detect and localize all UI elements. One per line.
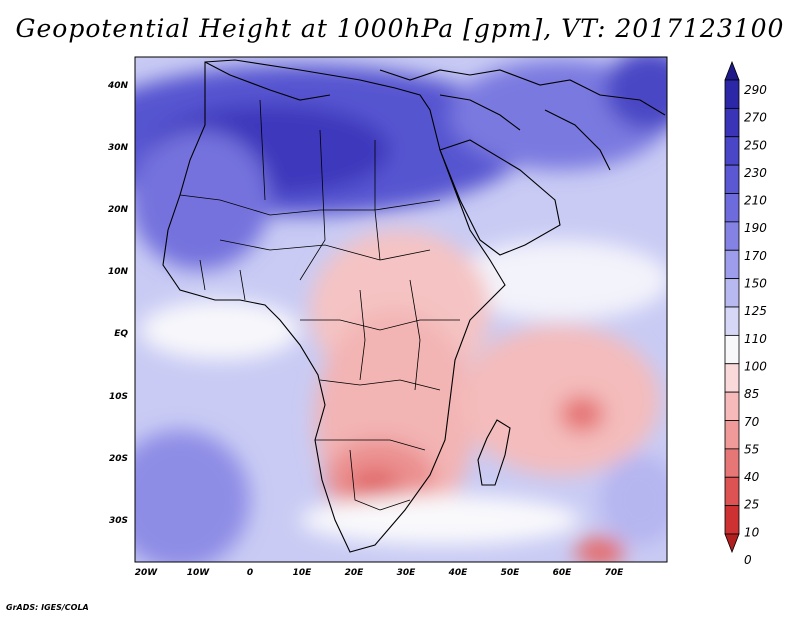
lat-label: 20N bbox=[108, 205, 129, 215]
lon-label: 0 bbox=[247, 568, 253, 578]
colorbar-swatch bbox=[724, 249, 740, 280]
colorbar-swatch bbox=[724, 505, 740, 535]
colorbar-swatch bbox=[724, 164, 740, 194]
colorbar-label: 250 bbox=[744, 138, 767, 152]
colorbar-label: 10 bbox=[744, 525, 760, 539]
colorbar-swatch bbox=[724, 193, 740, 223]
colorbar-swatch bbox=[724, 278, 740, 308]
lon-label: 20E bbox=[345, 568, 365, 578]
lat-label: 10N bbox=[108, 267, 129, 277]
colorbar: 2902702502302101901701501251101008570554… bbox=[724, 60, 767, 567]
height-field bbox=[135, 57, 667, 562]
colorbar-label: 190 bbox=[744, 221, 767, 235]
lat-label: 30S bbox=[109, 516, 128, 526]
colorbar-label: 290 bbox=[744, 83, 767, 97]
colorbar-label: 110 bbox=[744, 332, 767, 346]
lon-label: 60E bbox=[553, 568, 573, 578]
lon-label: 50E bbox=[501, 568, 521, 578]
longitude-labels: 20W 10W 0 10E 20E 30E 40E 50E 60E 70E bbox=[135, 568, 624, 578]
coastlines bbox=[162, 59, 666, 553]
colorbar-label: 70 bbox=[744, 415, 760, 429]
colorbar-swatch bbox=[724, 136, 740, 166]
colorbar-swatch bbox=[724, 306, 740, 336]
colorbar-swatch bbox=[724, 420, 740, 450]
lon-label: 70E bbox=[605, 568, 625, 578]
colorbar-swatch bbox=[724, 60, 740, 81]
colorbar-label: 230 bbox=[744, 166, 767, 180]
colorbar-swatch bbox=[724, 476, 740, 507]
lat-label: 20S bbox=[109, 454, 128, 464]
colorbar-swatch bbox=[724, 533, 740, 554]
colorbar-swatch bbox=[724, 79, 740, 109]
colorbar-swatch bbox=[724, 448, 740, 478]
colorbar-label: 40 bbox=[744, 470, 760, 484]
lat-label: 30N bbox=[108, 143, 129, 153]
lat-label: 40N bbox=[107, 81, 129, 91]
colorbar-swatch bbox=[724, 363, 740, 393]
colorbar-swatch bbox=[724, 107, 740, 138]
colorbar-label: 270 bbox=[744, 111, 767, 125]
lon-label: 20W bbox=[135, 568, 159, 578]
grads-credit: GrADS: IGES/COLA bbox=[6, 603, 89, 612]
latitude-labels: 40N 30N 20N 10N EQ 10S 20S 30S bbox=[107, 81, 129, 526]
colorbar-swatch bbox=[724, 334, 740, 365]
colorbar-label: 25 bbox=[744, 498, 759, 512]
colorbar-label: 0 bbox=[744, 553, 752, 567]
colorbar-label: 150 bbox=[744, 277, 767, 291]
colorbar-label: 210 bbox=[744, 194, 767, 208]
colorbar-label: 170 bbox=[744, 249, 767, 263]
colorbar-swatch bbox=[724, 221, 740, 251]
lat-label: 10S bbox=[109, 392, 128, 402]
lon-label: 10E bbox=[293, 568, 313, 578]
colorbar-swatch bbox=[724, 391, 740, 421]
lon-label: 40E bbox=[448, 568, 469, 578]
colorbar-label: 55 bbox=[744, 442, 759, 456]
lon-label: 10W bbox=[187, 568, 211, 578]
colorbar-label: 100 bbox=[744, 359, 767, 373]
lat-label: EQ bbox=[114, 329, 128, 339]
lon-label: 30E bbox=[397, 568, 417, 578]
colorbar-label: 85 bbox=[744, 387, 759, 401]
map-title: Geopotential Height at 1000hPa [gpm], VT… bbox=[15, 14, 785, 43]
colorbar-label: 125 bbox=[744, 304, 767, 318]
